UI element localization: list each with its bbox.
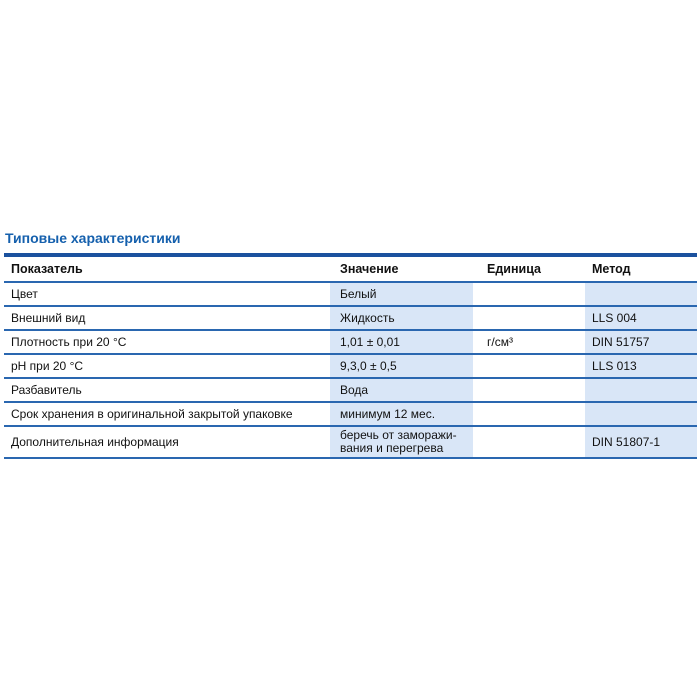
cell-unit [473, 378, 585, 403]
column-header-indicator: Показатель [4, 255, 330, 283]
cell-indicator: Плотность при 20 °C [4, 330, 330, 355]
cell-value: Жидкость [330, 306, 473, 331]
cell-unit [473, 282, 585, 307]
cell-value: 1,01 ± 0,01 [330, 330, 473, 355]
cell-indicator: Срок хранения в оригинальной закрытой уп… [4, 402, 330, 427]
table-row: Плотность при 20 °C 1,01 ± 0,01 г/см³ DI… [4, 330, 697, 355]
table-row: pH при 20 °C 9,3,0 ± 0,5 LLS 013 [4, 354, 697, 379]
cell-method [585, 402, 697, 427]
cell-value: Белый [330, 282, 473, 307]
cell-indicator: Цвет [4, 282, 330, 307]
datasheet-section: Типовые характеристики Показатель Значен… [4, 230, 697, 459]
cell-unit [473, 306, 585, 331]
section-title: Типовые характеристики [5, 230, 181, 246]
column-header-method: Метод [585, 255, 697, 283]
table-row: Цвет Белый [4, 282, 697, 307]
cell-value: минимум 12 мес. [330, 402, 473, 427]
cell-method [585, 282, 697, 307]
table-row: Дополнительная информация беречь от замо… [4, 426, 697, 459]
cell-value: 9,3,0 ± 0,5 [330, 354, 473, 379]
column-header-unit: Единица [473, 255, 585, 283]
cell-indicator: Дополнительная информация [4, 426, 330, 459]
header-row: Показатель Значение Единица Метод [4, 255, 697, 283]
cell-method: DIN 51807-1 [585, 426, 697, 459]
cell-indicator: pH при 20 °C [4, 354, 330, 379]
cell-method: LLS 013 [585, 354, 697, 379]
cell-method: DIN 51757 [585, 330, 697, 355]
cell-indicator: Разбавитель [4, 378, 330, 403]
table-row: Внешний вид Жидкость LLS 004 [4, 306, 697, 331]
characteristics-table: Показатель Значение Единица Метод Цвет Б… [4, 253, 697, 459]
table-row: Разбавитель Вода [4, 378, 697, 403]
cell-value: беречь от заморажи- вания и перегрева [330, 426, 473, 459]
cell-method [585, 378, 697, 403]
cell-unit [473, 354, 585, 379]
cell-indicator: Внешний вид [4, 306, 330, 331]
cell-unit [473, 426, 585, 459]
cell-unit [473, 402, 585, 427]
cell-unit: г/см³ [473, 330, 585, 355]
column-header-value: Значение [330, 255, 473, 283]
cell-method: LLS 004 [585, 306, 697, 331]
table-row: Срок хранения в оригинальной закрытой уп… [4, 402, 697, 427]
cell-value: Вода [330, 378, 473, 403]
